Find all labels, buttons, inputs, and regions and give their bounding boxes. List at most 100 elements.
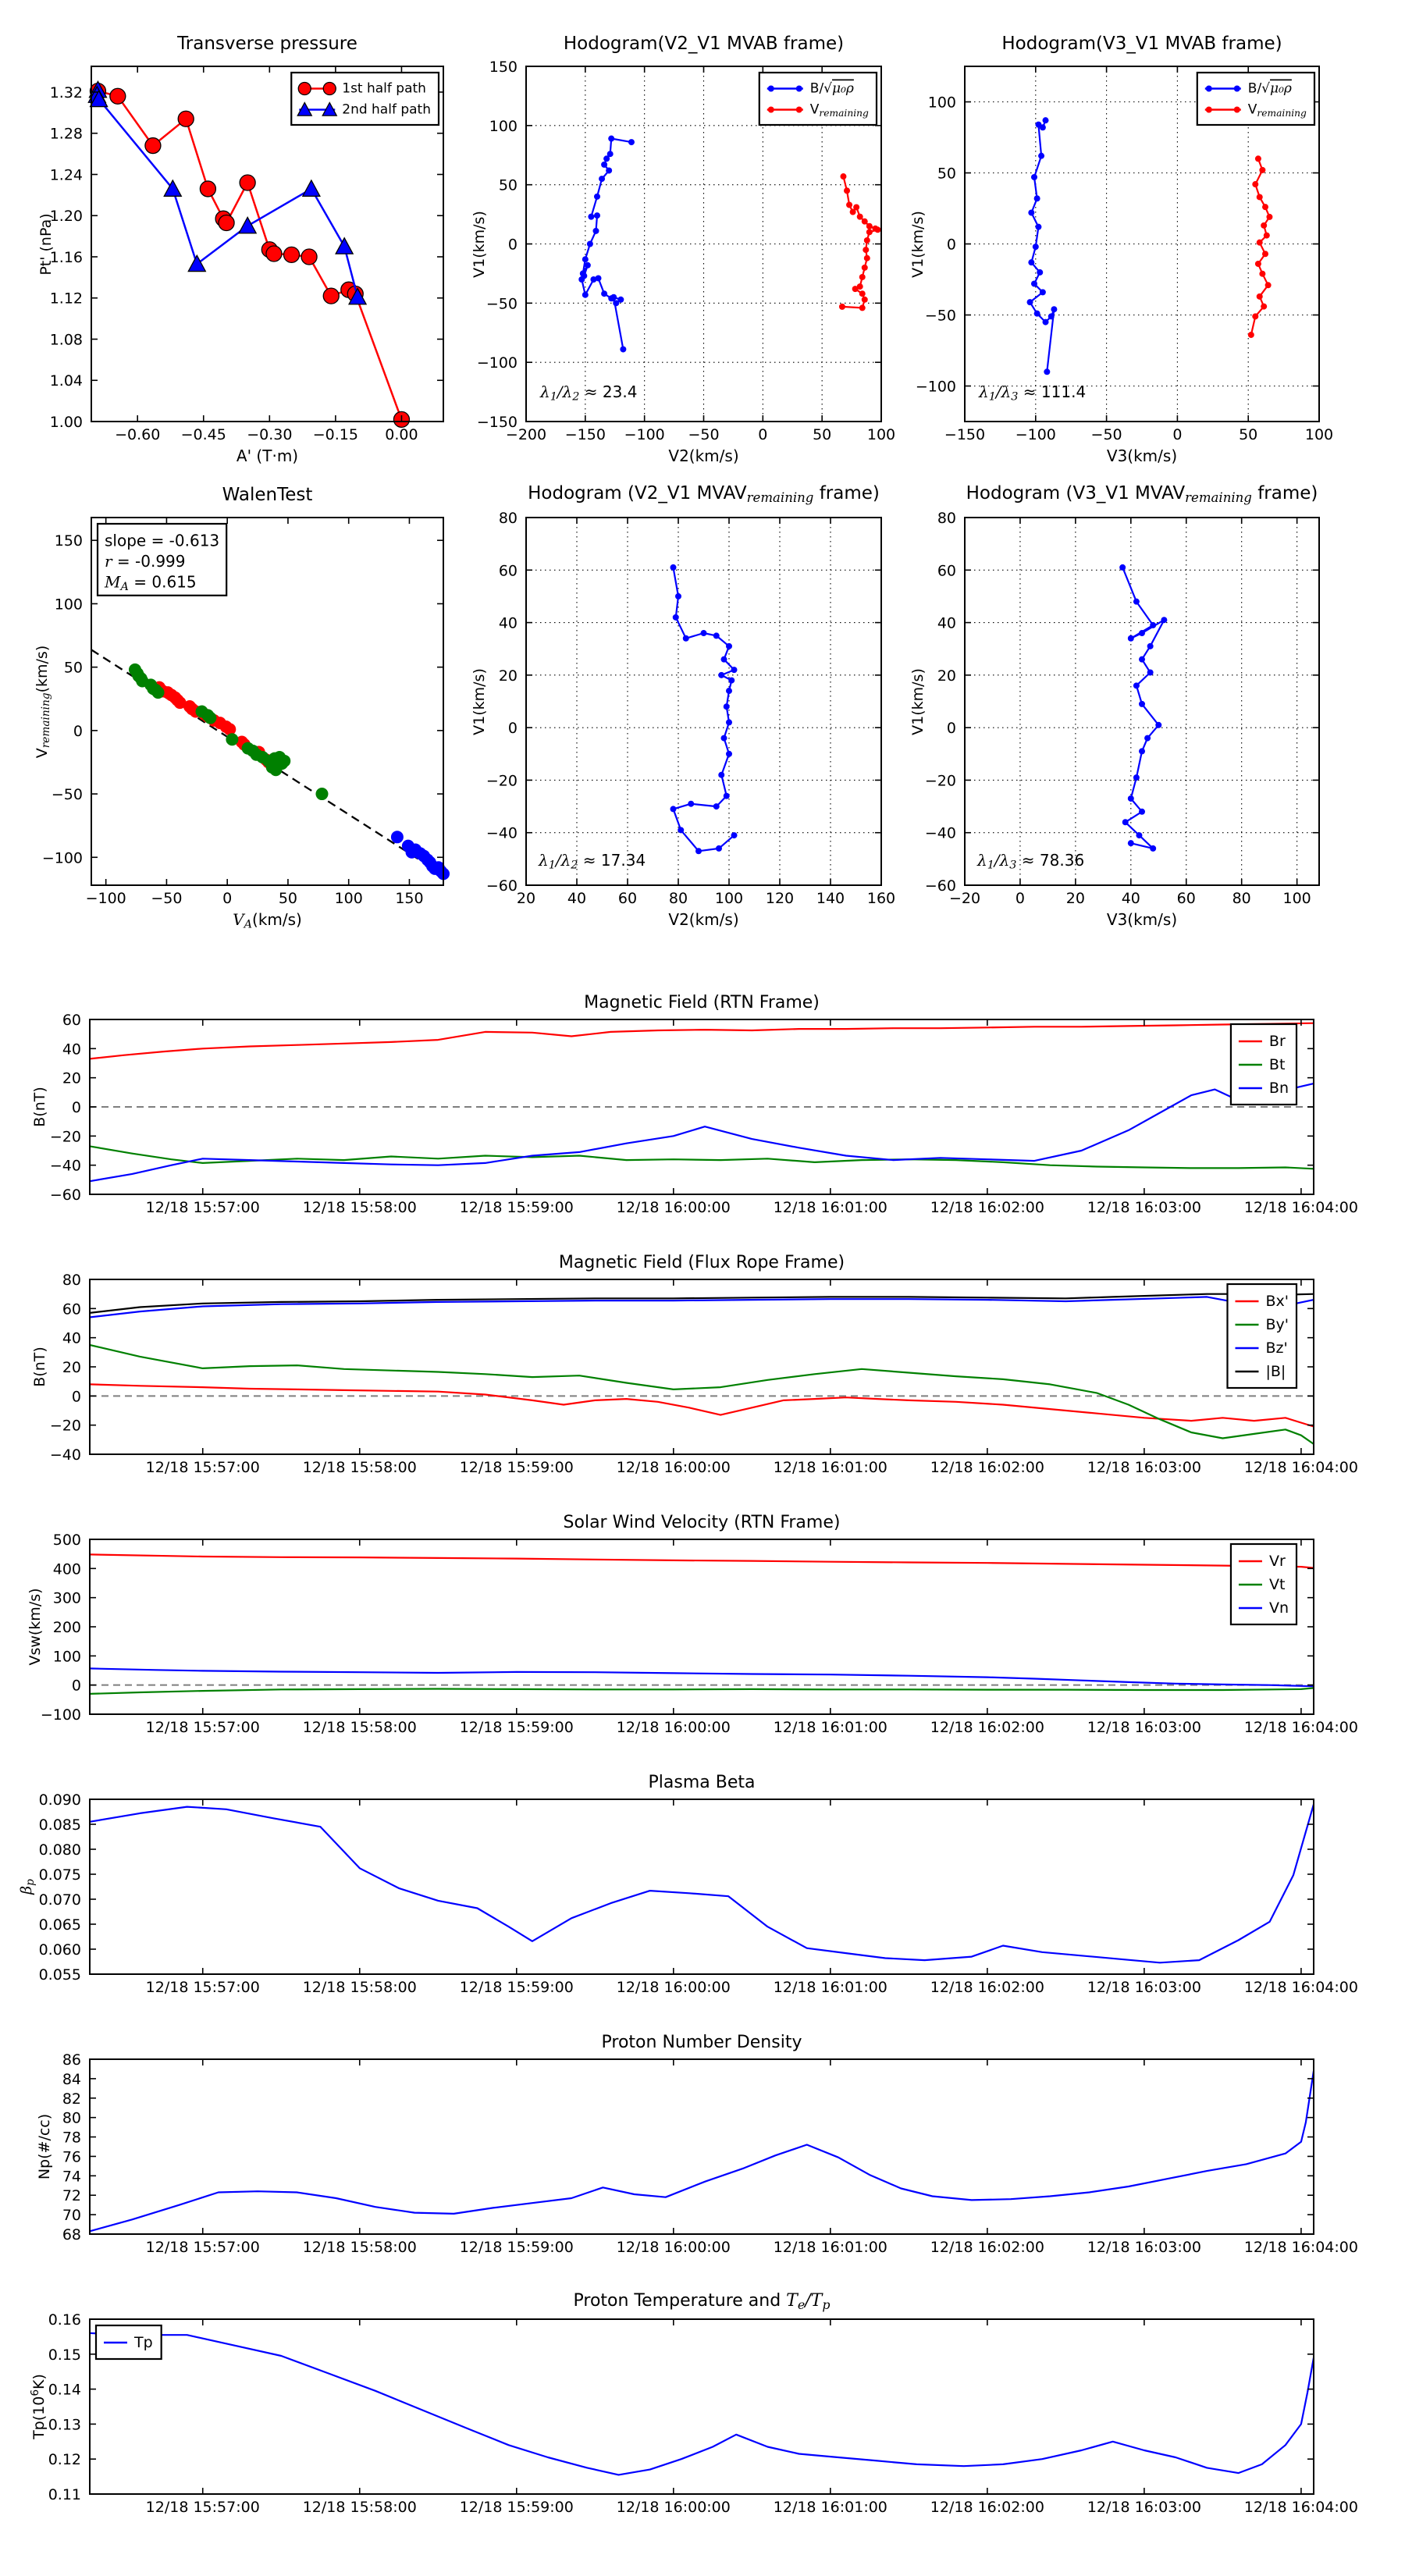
y-axis-label: Vsw(km/s) bbox=[27, 1588, 44, 1666]
svg-text:−0.30: −0.30 bbox=[247, 426, 292, 443]
svg-text:12/18 15:57:00: 12/18 15:57:00 bbox=[146, 1719, 260, 1736]
plot-canvas: λ1/λ3 ≈ 78.36 −20 0 20 40 60 80 100 −60 −40 −20 0 20… bbox=[925, 510, 1320, 907]
svg-text:λ1/λ3 ≈ 111.4: λ1/λ3 ≈ 111.4 bbox=[978, 382, 1086, 404]
svg-text:Vn: Vn bbox=[1269, 1599, 1289, 1617]
y-axis-label: V1(km/s) bbox=[471, 667, 488, 735]
svg-text:20: 20 bbox=[62, 1359, 81, 1376]
svg-text:20: 20 bbox=[937, 667, 956, 684]
svg-text:12/18 16:02:00: 12/18 16:02:00 bbox=[930, 2499, 1044, 2516]
svg-text:150: 150 bbox=[395, 890, 423, 907]
svg-text:400: 400 bbox=[53, 1560, 81, 1578]
solar-wind-velocity-plot: Solar Wind Velocity (RTN Frame) Vsw(km/s… bbox=[27, 1513, 1358, 1736]
svg-text:50: 50 bbox=[279, 890, 297, 907]
svg-text:|B|: |B| bbox=[1265, 1363, 1286, 1380]
svg-text:12/18 16:02:00: 12/18 16:02:00 bbox=[930, 1199, 1044, 1216]
hodogram-v3v1-mvav-plot: Hodogram (V3_V1 MVAVremaining frame) V3(… bbox=[909, 483, 1320, 929]
svg-text:12/18 15:58:00: 12/18 15:58:00 bbox=[303, 1459, 417, 1476]
svg-text:1.16: 1.16 bbox=[50, 248, 83, 265]
svg-text:−60: −60 bbox=[925, 877, 956, 895]
svg-text:60: 60 bbox=[499, 562, 518, 579]
svg-text:500: 500 bbox=[53, 1532, 81, 1549]
svg-text:12/18 16:03:00: 12/18 16:03:00 bbox=[1087, 1979, 1201, 1996]
svg-text:1.28: 1.28 bbox=[50, 125, 83, 142]
svg-text:B/√μ₀ρ: B/√μ₀ρ bbox=[810, 80, 854, 97]
svg-text:0.11: 0.11 bbox=[48, 2486, 81, 2503]
svg-text:−100: −100 bbox=[41, 1706, 81, 1724]
plot-canvas: λ1/λ2 ≈ 23.4−200 −150 −100 −50 0 50 100−150−10… bbox=[477, 59, 895, 443]
svg-text:60: 60 bbox=[62, 1300, 81, 1318]
plot-title: Proton Temperature and Te/Tp bbox=[573, 2291, 831, 2312]
y-axis-label: βp bbox=[17, 1879, 37, 1895]
svg-text:0: 0 bbox=[1016, 890, 1025, 907]
svg-text:12/18 16:04:00: 12/18 16:04:00 bbox=[1244, 2239, 1358, 2256]
svg-text:0: 0 bbox=[72, 1677, 81, 1694]
svg-text:12/18 16:01:00: 12/18 16:01:00 bbox=[774, 1719, 887, 1736]
svg-text:12/18 15:57:00: 12/18 15:57:00 bbox=[146, 1199, 260, 1216]
svg-text:−100: −100 bbox=[624, 426, 665, 443]
hodogram-v2v1-mvab-plot: Hodogram(V2_V1 MVAB frame) V2(km/s) V1(k… bbox=[471, 34, 895, 465]
svg-text:−40: −40 bbox=[486, 824, 518, 841]
svg-text:−50: −50 bbox=[52, 786, 83, 803]
svg-text:−150: −150 bbox=[477, 414, 518, 431]
svg-text:−60: −60 bbox=[486, 877, 518, 895]
svg-text:12/18 16:02:00: 12/18 16:02:00 bbox=[930, 1979, 1044, 1996]
svg-text:Vt: Vt bbox=[1269, 1576, 1285, 1593]
svg-text:−20: −20 bbox=[925, 772, 956, 789]
svg-text:−50: −50 bbox=[486, 295, 518, 312]
svg-text:0.065: 0.065 bbox=[39, 1916, 81, 1934]
transverse-pressure-plot: Transverse pressure A' (T·m) Pt' (nPa) −… bbox=[37, 34, 444, 465]
hodogram-v3v1-mvab-plot: Hodogram(V3_V1 MVAB frame) V3(km/s) V1(k… bbox=[909, 34, 1333, 465]
svg-text:−40: −40 bbox=[50, 1157, 81, 1174]
svg-text:60: 60 bbox=[937, 562, 956, 579]
svg-text:0: 0 bbox=[508, 236, 518, 253]
x-axis-label: V2(km/s) bbox=[668, 910, 739, 929]
svg-text:0.00: 0.00 bbox=[385, 426, 418, 443]
x-axis-label: V3(km/s) bbox=[1106, 447, 1178, 465]
svg-text:0.055: 0.055 bbox=[39, 1966, 81, 1984]
magnetic-field-rtn-plot: Magnetic Field (RTN Frame) B(nT) 12/18 1… bbox=[31, 993, 1358, 1216]
svg-text:Br: Br bbox=[1269, 1033, 1286, 1050]
svg-text:−60: −60 bbox=[50, 1187, 81, 1204]
magnetic-field-flux-rope-plot: Magnetic Field (Flux Rope Frame) B(nT) 1… bbox=[31, 1253, 1358, 1476]
svg-text:60: 60 bbox=[618, 890, 637, 907]
svg-text:50: 50 bbox=[813, 426, 831, 443]
proton-temperature-plot: Proton Temperature and Te/Tp Tp(106K) 12… bbox=[29, 2291, 1358, 2516]
svg-text:0: 0 bbox=[508, 720, 518, 737]
svg-text:12/18 15:59:00: 12/18 15:59:00 bbox=[460, 1979, 574, 1996]
svg-text:12/18 16:04:00: 12/18 16:04:00 bbox=[1244, 1199, 1358, 1216]
plot-title: WalenTest bbox=[222, 485, 313, 505]
svg-text:12/18 16:04:00: 12/18 16:04:00 bbox=[1244, 1979, 1358, 1996]
svg-text:−100: −100 bbox=[42, 849, 83, 866]
plot-title: Proton Number Density bbox=[601, 2033, 802, 2052]
svg-text:−20: −20 bbox=[50, 1417, 81, 1434]
svg-text:−200: −200 bbox=[506, 426, 546, 443]
svg-text:12/18 15:57:00: 12/18 15:57:00 bbox=[146, 1459, 260, 1476]
svg-text:12/18 16:03:00: 12/18 16:03:00 bbox=[1087, 2239, 1201, 2256]
svg-text:74: 74 bbox=[62, 2168, 81, 2185]
plot-title: Hodogram (V3_V1 MVAVremaining frame) bbox=[966, 482, 1318, 505]
svg-text:12/18 15:59:00: 12/18 15:59:00 bbox=[460, 1199, 574, 1216]
plot-title: Plasma Beta bbox=[648, 1773, 756, 1792]
svg-text:−20: −20 bbox=[949, 890, 980, 907]
svg-text:0.13: 0.13 bbox=[48, 2416, 81, 2433]
svg-text:78: 78 bbox=[62, 2129, 81, 2146]
svg-text:80: 80 bbox=[669, 890, 688, 907]
plot-title: Hodogram(V2_V1 MVAB frame) bbox=[563, 34, 845, 54]
svg-text:100: 100 bbox=[1305, 426, 1333, 443]
plot-canvas: 12/18 15:57:00 12/18 15:58:00 12/18 15:59:… bbox=[41, 1532, 1358, 1736]
svg-text:100: 100 bbox=[53, 1648, 81, 1665]
svg-text:12/18 16:01:00: 12/18 16:01:00 bbox=[774, 2239, 887, 2256]
svg-text:−50: −50 bbox=[1091, 426, 1122, 443]
svg-text:50: 50 bbox=[937, 165, 956, 182]
svg-text:300: 300 bbox=[53, 1589, 81, 1606]
svg-text:50: 50 bbox=[64, 659, 83, 676]
svg-text:82: 82 bbox=[62, 2090, 81, 2107]
plot-title: Hodogram(V3_V1 MVAB frame) bbox=[1001, 34, 1282, 54]
svg-text:12/18 16:01:00: 12/18 16:01:00 bbox=[774, 2499, 887, 2516]
svg-text:68: 68 bbox=[62, 2226, 81, 2243]
svg-text:0: 0 bbox=[73, 722, 83, 739]
svg-text:12/18 16:04:00: 12/18 16:04:00 bbox=[1244, 2499, 1358, 2516]
svg-text:1.24: 1.24 bbox=[50, 166, 83, 183]
